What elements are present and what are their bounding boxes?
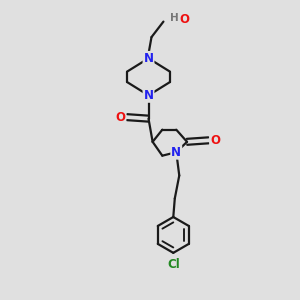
Text: O: O bbox=[210, 134, 220, 147]
Text: N: N bbox=[171, 146, 181, 159]
Text: N: N bbox=[143, 89, 154, 102]
Text: H: H bbox=[170, 13, 179, 23]
Text: O: O bbox=[179, 13, 189, 26]
Text: O: O bbox=[116, 111, 125, 124]
Text: N: N bbox=[143, 52, 154, 65]
Text: Cl: Cl bbox=[167, 258, 180, 271]
